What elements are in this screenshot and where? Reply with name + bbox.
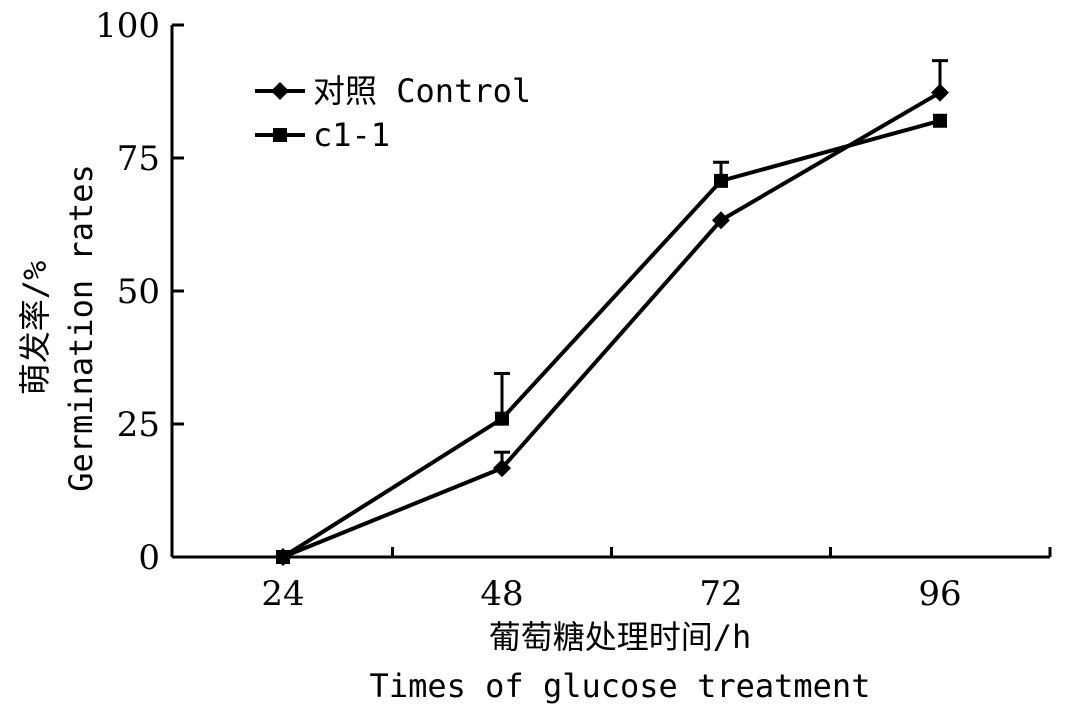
y-tick-label: 50 xyxy=(117,272,160,312)
data-point xyxy=(493,459,511,478)
data-point xyxy=(931,83,949,102)
legend-entry: c1-1 xyxy=(255,116,390,154)
legend: 对照 Control c1-1 xyxy=(255,72,531,154)
legend-label: c1-1 xyxy=(313,116,390,154)
x-ticks: 24 48 72 96 xyxy=(261,547,1052,614)
series-1 xyxy=(274,59,949,566)
series-layer xyxy=(274,59,949,566)
data-point xyxy=(712,211,730,230)
x-tick-label: 24 xyxy=(261,574,304,614)
x-axis-title-en: Times of glucose treatment xyxy=(370,667,871,705)
data-point xyxy=(495,411,509,426)
legend-marker xyxy=(271,82,289,100)
y-tick-label: 75 xyxy=(117,139,160,179)
x-tick-label: 48 xyxy=(480,574,523,614)
legend-entry: 对照 Control xyxy=(255,72,531,110)
data-point xyxy=(933,113,947,128)
data-point xyxy=(714,173,728,188)
y-tick-label: 25 xyxy=(117,405,160,445)
data-point xyxy=(276,550,290,564)
series-2 xyxy=(276,113,947,564)
x-axis-title: 葡萄糖处理时间/h xyxy=(489,618,752,656)
legend-label: 对照 Control xyxy=(313,72,531,110)
x-tick-label: 72 xyxy=(699,574,742,614)
series-line xyxy=(282,90,942,559)
y-tick-label: 100 xyxy=(95,6,160,46)
x-tick-label: 96 xyxy=(918,574,961,614)
y-axis-title-en: Germination rates xyxy=(62,164,100,492)
series-line xyxy=(281,118,941,559)
legend-marker xyxy=(273,128,287,142)
y-tick-label: 0 xyxy=(138,538,160,578)
y-axis-title: 萌发率/% xyxy=(16,261,54,396)
y-ticks: 0 25 50 75 100 xyxy=(95,6,184,578)
